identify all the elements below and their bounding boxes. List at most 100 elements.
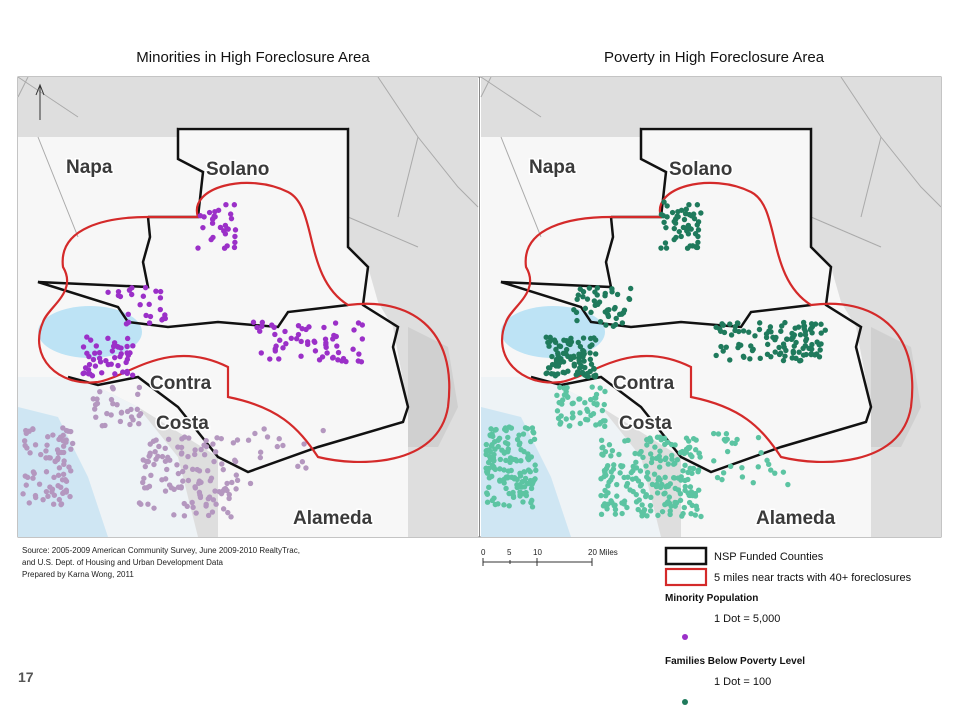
dot (141, 485, 148, 491)
dot (162, 458, 169, 464)
dot (517, 440, 523, 446)
dot (148, 472, 154, 478)
dot (232, 227, 239, 233)
dot (521, 484, 528, 490)
dot (594, 292, 600, 298)
legend-swatch (664, 546, 708, 566)
dot (162, 476, 169, 482)
county-label: Contra (150, 373, 212, 394)
dot (692, 512, 699, 518)
dot (809, 341, 815, 348)
county-label: Solano (669, 159, 732, 180)
dot (652, 444, 658, 450)
dot (282, 328, 288, 335)
legend-dot (682, 699, 688, 705)
dot (784, 336, 790, 342)
dot (671, 475, 678, 481)
dot (563, 416, 569, 422)
dot (686, 201, 692, 208)
dot (808, 325, 814, 332)
dot (719, 476, 725, 483)
dot (561, 385, 567, 391)
dot (582, 305, 589, 312)
dot (767, 324, 774, 330)
dot (50, 432, 56, 438)
dot (727, 357, 733, 363)
dot (247, 480, 254, 487)
dot (277, 337, 283, 343)
dot (763, 334, 770, 341)
dot (50, 501, 57, 507)
county-label: Alameda (756, 508, 836, 529)
dot (693, 503, 700, 509)
dot (657, 448, 663, 454)
dot (553, 346, 559, 353)
dot (333, 333, 339, 340)
dot (818, 330, 824, 336)
dot (509, 474, 515, 481)
dot (780, 341, 787, 347)
dot (595, 301, 601, 307)
dot (533, 467, 539, 474)
dot (321, 324, 327, 331)
dot (589, 342, 595, 348)
dot (505, 434, 511, 441)
dot (627, 285, 634, 292)
dot (565, 394, 571, 400)
dot (596, 421, 603, 427)
dot (612, 506, 619, 513)
dot (167, 457, 173, 463)
dot (764, 341, 771, 348)
legend-label: 5 miles near tracts with 40+ foreclosure… (714, 572, 912, 584)
dot (483, 441, 490, 448)
dot (608, 477, 614, 483)
dot (812, 321, 819, 327)
dot (692, 447, 699, 453)
dot (686, 445, 692, 451)
dot (267, 356, 273, 362)
dot (232, 458, 239, 465)
dot (662, 240, 669, 246)
dot (222, 222, 229, 229)
dot (124, 343, 130, 350)
dot (626, 296, 633, 303)
dot (86, 353, 92, 360)
dot (324, 350, 330, 356)
dot (120, 369, 126, 375)
dot (748, 343, 754, 349)
dot (153, 437, 159, 443)
dot (140, 457, 146, 463)
dot (220, 466, 226, 473)
dot (259, 319, 266, 326)
dot (178, 451, 185, 457)
dot (614, 493, 620, 499)
dot (497, 456, 504, 463)
dot (299, 325, 305, 332)
dot (613, 315, 619, 322)
dot (206, 494, 213, 500)
dot (129, 285, 135, 291)
dot (772, 349, 778, 355)
dot (209, 509, 216, 515)
dot (516, 483, 523, 490)
dot (60, 443, 67, 449)
dot (601, 473, 607, 480)
dot (720, 348, 726, 354)
dot (602, 423, 608, 430)
dot (201, 452, 208, 458)
dot (549, 353, 555, 360)
dot (755, 434, 762, 441)
dot (93, 343, 100, 349)
dot (136, 420, 142, 427)
dot (649, 481, 656, 488)
dot (684, 245, 691, 251)
dot (688, 226, 694, 232)
dot (185, 477, 192, 484)
dot (633, 499, 640, 505)
dot (43, 488, 50, 495)
dot (274, 443, 281, 450)
dot (219, 461, 225, 467)
dot (181, 500, 187, 507)
dot (21, 438, 28, 444)
dot (110, 386, 116, 392)
